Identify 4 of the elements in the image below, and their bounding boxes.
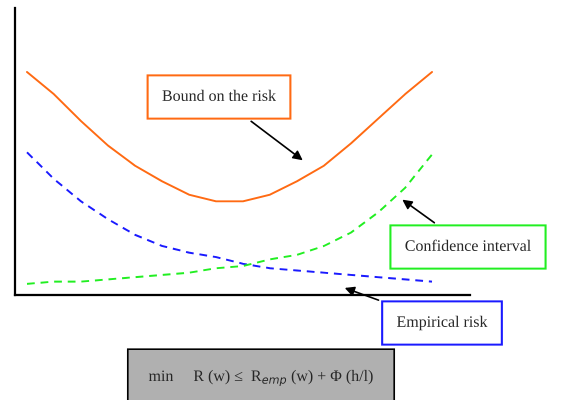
text: Empirical risk [396, 316, 488, 330]
text: min R (w) ≤ R$_{emp}$ (w) + Φ (h/l) [148, 370, 373, 386]
annotation: Bound on the risk [162, 90, 276, 101]
annotation: Confidence interval [405, 240, 531, 251]
